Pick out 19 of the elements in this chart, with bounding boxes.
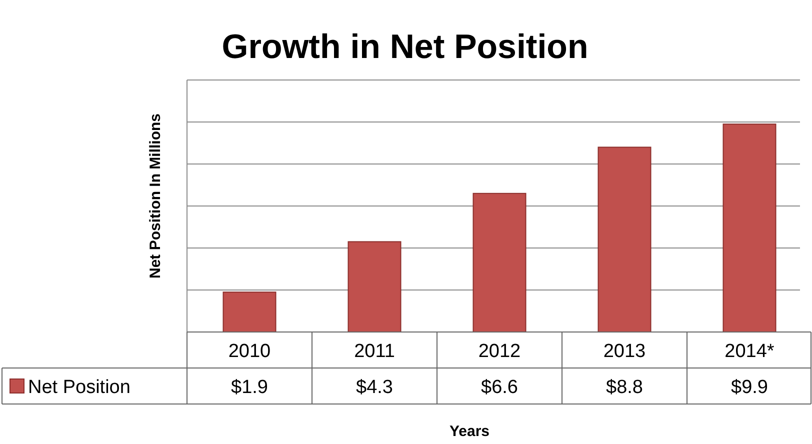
bar xyxy=(222,292,276,332)
x-tick-label: 2010 xyxy=(228,341,271,362)
x-tick-label: 2013 xyxy=(603,341,646,362)
data-label: $9.9 xyxy=(731,377,768,398)
data-label: $6.6 xyxy=(481,377,518,398)
data-label: $1.9 xyxy=(231,377,268,398)
x-tick-label: 2012 xyxy=(478,341,521,362)
y-axis-title: Net Position In Millions xyxy=(147,114,164,278)
bar xyxy=(722,124,776,332)
data-label: $4.3 xyxy=(356,377,393,398)
bar xyxy=(348,241,402,332)
chart-title: Growth in Net Position xyxy=(222,28,588,66)
x-axis-title: Years xyxy=(449,423,490,440)
x-tick-label: 2011 xyxy=(354,341,395,362)
bar xyxy=(472,192,526,332)
bar xyxy=(598,146,652,332)
x-tick-label: 2014* xyxy=(724,341,775,362)
data-label: $8.8 xyxy=(606,377,643,398)
legend-label: Net Position xyxy=(28,377,130,398)
